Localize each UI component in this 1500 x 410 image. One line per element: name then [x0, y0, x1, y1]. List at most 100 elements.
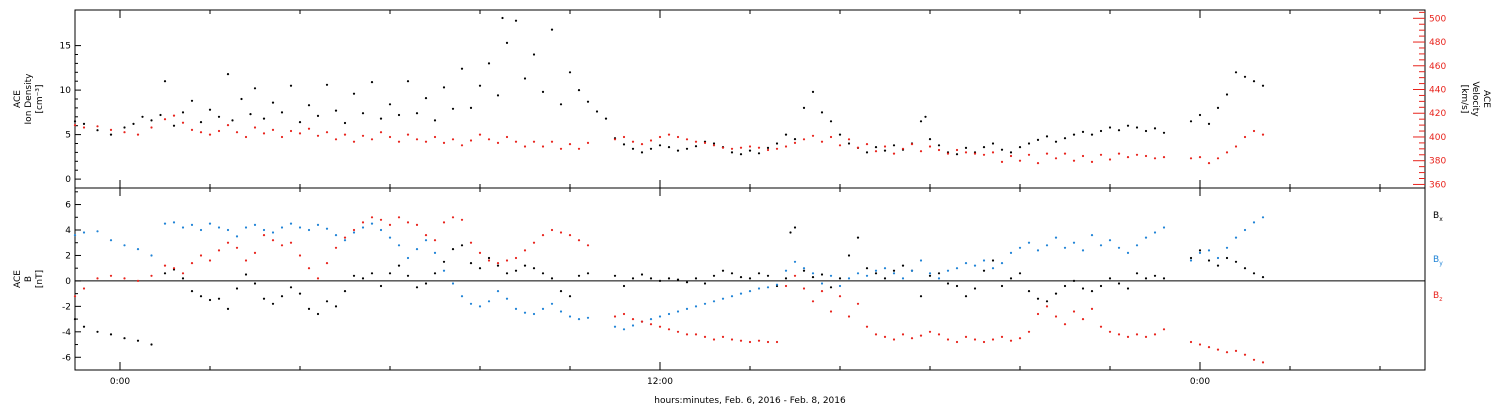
By-point — [478, 305, 482, 308]
density-point — [937, 144, 941, 147]
x-tick-label: 0:00 — [110, 377, 130, 387]
density-point — [514, 19, 518, 22]
velocity-point — [757, 146, 761, 149]
density-point — [1162, 131, 1166, 134]
Bx-point — [505, 272, 509, 275]
Bx-point — [811, 276, 815, 279]
Bz-point — [721, 335, 725, 338]
density-point — [802, 106, 806, 109]
Bz-point — [280, 244, 284, 247]
density-point — [226, 73, 230, 76]
density-point — [1090, 133, 1094, 136]
Bz-point — [397, 216, 401, 219]
Bz-point — [325, 262, 329, 265]
Bx-point — [829, 286, 833, 289]
Bz-point — [271, 239, 275, 242]
density-point — [253, 87, 257, 90]
density-point — [568, 71, 572, 74]
density-point — [1234, 71, 1238, 74]
Bx-point — [550, 277, 554, 280]
velocity-point — [343, 133, 347, 136]
Bx-point — [865, 267, 869, 270]
Bz-point — [1261, 361, 1265, 364]
velocity-point — [685, 138, 689, 141]
By-point — [559, 310, 563, 313]
Bx-point — [631, 277, 635, 280]
By-point — [1036, 249, 1040, 252]
Bz-point — [532, 241, 536, 244]
velocity-point — [442, 141, 446, 144]
Bx-point — [478, 267, 482, 270]
Bz-point — [793, 274, 797, 277]
density-point — [271, 101, 275, 104]
y2-tick-label: 380 — [1429, 157, 1446, 167]
density-point — [523, 77, 527, 80]
Bx-point — [1072, 279, 1076, 282]
By-point — [73, 234, 77, 237]
density-point — [730, 151, 734, 154]
velocity-point — [1072, 159, 1076, 162]
Bz-point — [1135, 333, 1139, 336]
velocity-point — [856, 146, 860, 149]
By-point — [865, 274, 869, 277]
density-point — [1198, 113, 1202, 117]
Bz-point — [766, 340, 770, 344]
Bx-point — [235, 287, 239, 290]
Bz-point — [123, 277, 126, 280]
By-point — [123, 244, 126, 247]
density-point — [1261, 84, 1265, 87]
velocity-point — [829, 135, 833, 139]
velocity-point — [586, 141, 590, 144]
velocity-point — [550, 140, 554, 143]
velocity-point — [766, 148, 770, 152]
By-point — [235, 235, 239, 238]
density-point — [1009, 151, 1013, 154]
density-point — [217, 115, 221, 118]
Bx-point — [181, 277, 185, 280]
y2-axis-label-line: ACE — [1481, 90, 1491, 108]
velocity-point — [1189, 157, 1193, 160]
Bx-point — [1117, 282, 1121, 285]
Bz-point — [874, 333, 878, 336]
density-point — [838, 133, 842, 136]
Bz-point — [550, 228, 554, 232]
By-point — [685, 307, 689, 310]
velocity-point — [748, 145, 752, 148]
density-point — [631, 147, 635, 150]
Bx-point — [109, 333, 113, 336]
Bz-point — [613, 315, 617, 318]
By-point — [1081, 249, 1085, 252]
Bx-point — [1189, 256, 1193, 260]
velocity-point — [541, 145, 545, 148]
Bx-point — [433, 272, 437, 275]
Bz-point — [802, 287, 806, 290]
Bx-point — [208, 298, 212, 302]
velocity-point — [622, 135, 626, 139]
Bx-point — [397, 264, 401, 267]
Bz-point — [1189, 340, 1193, 344]
Bx-point — [271, 302, 275, 305]
Bz-point — [928, 330, 932, 333]
density-point — [919, 120, 923, 123]
velocity-point — [163, 118, 167, 121]
Bz-point — [460, 218, 464, 221]
Bz-point — [1144, 335, 1148, 338]
Bx-point — [1261, 276, 1265, 279]
Bx-point — [1126, 287, 1130, 290]
density-point — [505, 41, 509, 45]
By-point — [964, 262, 968, 265]
Bz-point — [1081, 318, 1085, 321]
y2-axis-label: ACEVelocity[km/s] — [1459, 81, 1491, 117]
y2-tick-label: 360 — [1429, 180, 1446, 190]
velocity-point — [226, 124, 230, 127]
density-point — [622, 143, 626, 146]
density-point — [550, 28, 554, 31]
velocity-point — [1063, 152, 1067, 155]
Bz-point — [370, 216, 374, 219]
Bx-point — [838, 277, 842, 280]
Bx-point — [1108, 277, 1112, 280]
density-point — [667, 146, 671, 149]
Bz-point — [829, 310, 833, 313]
density-point — [415, 112, 419, 115]
density-point — [1027, 142, 1031, 145]
